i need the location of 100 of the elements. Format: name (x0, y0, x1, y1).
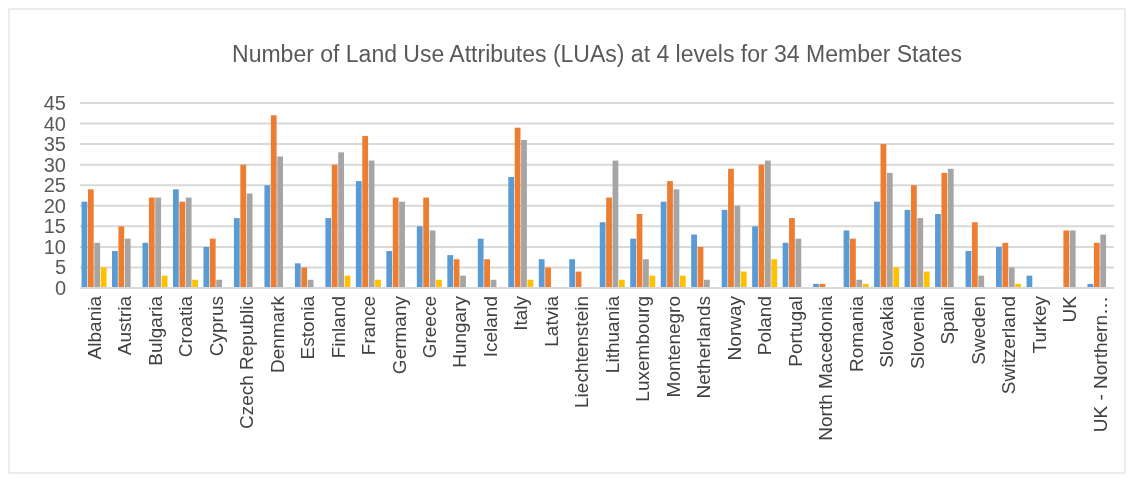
bar (789, 218, 795, 288)
bar (649, 275, 656, 288)
bar (100, 267, 107, 288)
bar (355, 181, 362, 288)
bar (416, 226, 423, 288)
bar (667, 181, 673, 288)
bar (453, 259, 460, 288)
bar (850, 238, 856, 288)
bar (1093, 242, 1100, 288)
x-tick-label: Austria (114, 295, 136, 356)
bar (203, 246, 210, 288)
y-tick-label: 45 (43, 92, 66, 114)
bar (155, 197, 162, 288)
bar (94, 242, 101, 288)
y-tick-label: 5 (54, 256, 66, 279)
x-tick-label: Spain (937, 296, 959, 345)
bar (362, 135, 369, 288)
x-tick-label: Turkey (1028, 295, 1050, 354)
bar (795, 238, 802, 288)
x-tick-label: Luxembourg (632, 296, 654, 402)
bar (947, 168, 954, 288)
bar (740, 271, 747, 288)
bar (386, 251, 393, 288)
y-tick-label: 20 (43, 194, 66, 217)
bar (874, 201, 880, 288)
bar (423, 197, 430, 288)
bar (971, 222, 978, 288)
y-tick-label: 0 (54, 277, 66, 299)
x-tick-label: Lithuania (601, 295, 623, 374)
bar (142, 242, 149, 288)
bar (118, 226, 125, 288)
y-tick-label: 40 (43, 112, 66, 135)
bar (599, 222, 606, 288)
bar (325, 218, 332, 288)
bar (1002, 242, 1009, 288)
bar (569, 259, 576, 288)
x-tick-label: North Macedonia (815, 295, 837, 441)
x-tick-label: Czech Republic (236, 296, 258, 430)
x-tick-label: Italy (510, 295, 532, 331)
bar (606, 197, 612, 288)
bar (447, 255, 454, 288)
bar (294, 263, 301, 288)
bar (1008, 267, 1015, 288)
bar (277, 156, 284, 288)
bar (209, 238, 216, 288)
bar (246, 193, 253, 288)
y-tick-label: 35 (43, 133, 66, 156)
x-tick-label: Cyprus (205, 296, 227, 357)
y-tick-label: 15 (43, 215, 66, 238)
x-tick-label: Albania (83, 295, 105, 360)
bar (240, 164, 247, 288)
bar (679, 275, 686, 288)
bar (691, 234, 697, 288)
bar (910, 185, 917, 288)
bar (923, 271, 930, 288)
x-tick-label: Greece (418, 296, 440, 359)
x-tick-label: Bulgaria (144, 295, 166, 366)
x-tick-label: Hungary (449, 295, 471, 368)
bar (179, 201, 186, 288)
bar (270, 115, 277, 288)
bar (538, 259, 545, 288)
chart-title: Number of Land Use Attributes (LUAs) at 4 levels for 34 Member States (232, 41, 962, 67)
bar (893, 267, 900, 288)
bar (1100, 234, 1107, 288)
bar (264, 185, 271, 288)
bar (331, 164, 338, 288)
bar (233, 218, 240, 288)
y-tick-label: 25 (43, 174, 66, 197)
x-tick-label: Portugal (784, 296, 806, 367)
x-tick-label: France (358, 296, 380, 356)
x-tick-label: Latvia (540, 295, 562, 347)
x-tick-label: Norway (723, 295, 745, 361)
bar (112, 251, 118, 288)
x-tick-label: Germany (388, 295, 410, 375)
bar (148, 197, 155, 288)
bar (1069, 230, 1076, 288)
bar (484, 259, 490, 288)
bar (886, 172, 893, 288)
x-tick-label: Slovakia (876, 295, 898, 368)
bar (752, 226, 758, 288)
bar (460, 275, 466, 288)
bar (392, 197, 399, 288)
bar (338, 152, 344, 288)
bar (643, 259, 649, 288)
bar (172, 189, 179, 288)
bar (764, 160, 771, 288)
y-tick-label: 10 (43, 235, 66, 258)
bar (399, 201, 405, 288)
x-tick-label: Croatia (175, 295, 197, 358)
x-tick-label: Poland (754, 296, 776, 356)
bar (996, 246, 1002, 288)
x-tick-label: Romania (845, 295, 867, 373)
bar (545, 267, 551, 288)
bar (917, 218, 924, 288)
x-tick-label: Montenegro (662, 296, 684, 398)
x-tick-label: Sweden (967, 296, 989, 365)
bar (771, 259, 778, 288)
y-tick-label: 30 (43, 153, 66, 176)
bar (477, 238, 484, 288)
bar (630, 238, 636, 288)
